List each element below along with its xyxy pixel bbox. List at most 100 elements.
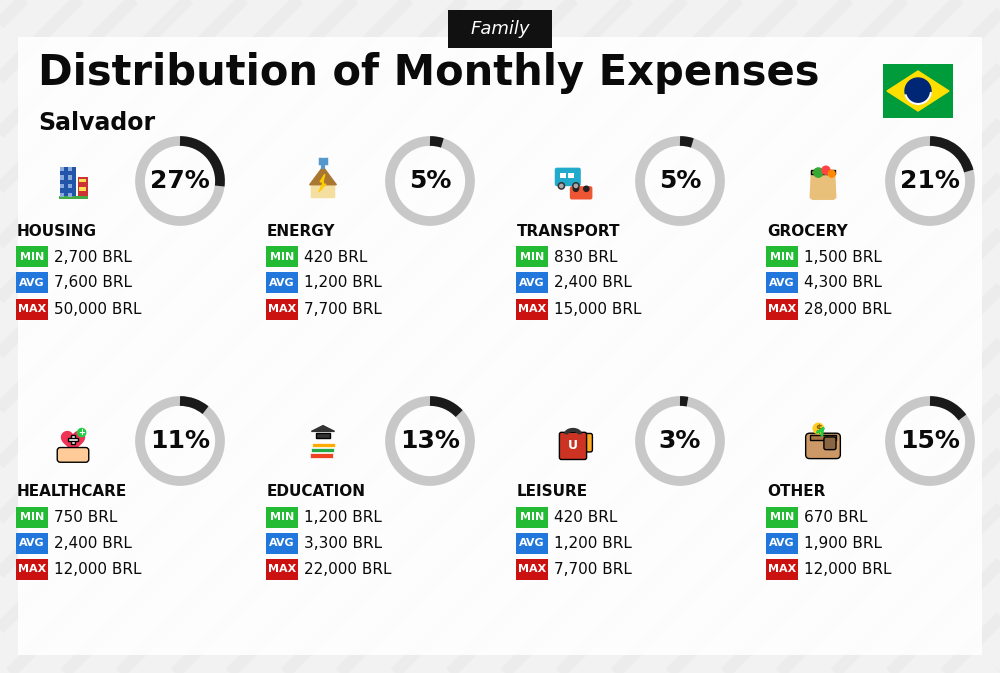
Text: AVG: AVG [769, 278, 795, 288]
Circle shape [828, 170, 835, 177]
FancyBboxPatch shape [60, 193, 64, 197]
FancyBboxPatch shape [16, 299, 48, 320]
FancyBboxPatch shape [316, 433, 330, 438]
FancyBboxPatch shape [18, 37, 982, 655]
Text: 3,300 BRL: 3,300 BRL [304, 536, 382, 551]
Text: LEISURE: LEISURE [517, 483, 588, 499]
Text: 50,000 BRL: 50,000 BRL [54, 302, 142, 316]
FancyBboxPatch shape [570, 186, 592, 199]
Text: 7,700 BRL: 7,700 BRL [304, 302, 382, 316]
FancyBboxPatch shape [555, 168, 581, 186]
Text: U: U [568, 439, 578, 452]
Text: 15%: 15% [900, 429, 960, 453]
Circle shape [573, 186, 579, 191]
FancyBboxPatch shape [16, 507, 48, 528]
FancyBboxPatch shape [312, 443, 335, 447]
Text: MIN: MIN [270, 252, 294, 262]
FancyBboxPatch shape [824, 437, 836, 450]
Text: 4,300 BRL: 4,300 BRL [804, 275, 882, 291]
FancyBboxPatch shape [766, 299, 798, 320]
Text: MAX: MAX [18, 564, 46, 574]
FancyBboxPatch shape [766, 273, 798, 293]
FancyBboxPatch shape [883, 64, 953, 118]
Text: 420 BRL: 420 BRL [304, 250, 367, 264]
FancyBboxPatch shape [568, 173, 574, 178]
Text: 830 BRL: 830 BRL [554, 250, 618, 264]
Text: MIN: MIN [520, 252, 544, 262]
Text: MAX: MAX [518, 304, 546, 314]
FancyBboxPatch shape [58, 197, 88, 199]
Text: 28,000 BRL: 28,000 BRL [804, 302, 892, 316]
FancyBboxPatch shape [60, 184, 64, 188]
Text: +: + [78, 428, 85, 437]
Text: 22,000 BRL: 22,000 BRL [304, 561, 391, 577]
FancyBboxPatch shape [766, 246, 798, 267]
Circle shape [822, 166, 830, 174]
Text: OTHER: OTHER [767, 483, 825, 499]
Text: EDUCATION: EDUCATION [267, 483, 366, 499]
FancyBboxPatch shape [766, 559, 798, 579]
Text: 5%: 5% [409, 169, 451, 193]
FancyBboxPatch shape [516, 246, 548, 267]
Text: $: $ [815, 423, 822, 433]
FancyBboxPatch shape [266, 273, 298, 293]
Text: GROCERY: GROCERY [767, 223, 848, 238]
Text: 420 BRL: 420 BRL [554, 509, 617, 524]
FancyBboxPatch shape [576, 433, 592, 452]
Circle shape [78, 429, 86, 437]
FancyBboxPatch shape [68, 184, 72, 188]
Text: MIN: MIN [20, 252, 44, 262]
Text: MIN: MIN [770, 512, 794, 522]
Polygon shape [887, 71, 949, 111]
Text: MAX: MAX [268, 564, 296, 574]
Polygon shape [311, 425, 335, 431]
Text: MAX: MAX [268, 304, 296, 314]
FancyBboxPatch shape [71, 435, 75, 444]
FancyBboxPatch shape [266, 532, 298, 553]
Circle shape [813, 423, 824, 433]
FancyBboxPatch shape [311, 448, 334, 452]
Text: MAX: MAX [518, 564, 546, 574]
Text: AVG: AVG [269, 278, 295, 288]
Text: ENERGY: ENERGY [267, 223, 336, 238]
Text: 1,200 BRL: 1,200 BRL [304, 275, 382, 291]
FancyBboxPatch shape [16, 273, 48, 293]
Text: 1,200 BRL: 1,200 BRL [304, 509, 382, 524]
Text: MIN: MIN [770, 252, 794, 262]
Text: HOUSING: HOUSING [17, 223, 97, 238]
FancyBboxPatch shape [766, 532, 798, 553]
FancyBboxPatch shape [68, 167, 72, 171]
Text: AVG: AVG [769, 538, 795, 548]
Text: Distribution of Monthly Expenses: Distribution of Monthly Expenses [38, 52, 820, 94]
Circle shape [814, 168, 823, 177]
Polygon shape [310, 167, 336, 185]
FancyBboxPatch shape [806, 433, 840, 458]
Circle shape [574, 184, 578, 188]
Text: 11%: 11% [150, 429, 210, 453]
Text: 7,700 BRL: 7,700 BRL [554, 561, 632, 577]
Text: 5%: 5% [659, 169, 701, 193]
Polygon shape [62, 431, 84, 452]
FancyBboxPatch shape [266, 559, 298, 579]
Circle shape [905, 78, 931, 104]
FancyBboxPatch shape [16, 559, 48, 579]
Text: AVG: AVG [19, 538, 45, 548]
Text: 2,700 BRL: 2,700 BRL [54, 250, 132, 264]
FancyBboxPatch shape [310, 453, 333, 458]
Polygon shape [311, 170, 335, 197]
Text: 670 BRL: 670 BRL [804, 509, 867, 524]
FancyBboxPatch shape [60, 176, 64, 180]
FancyBboxPatch shape [811, 170, 835, 174]
Text: 750 BRL: 750 BRL [54, 509, 117, 524]
Text: 1,900 BRL: 1,900 BRL [804, 536, 882, 551]
FancyBboxPatch shape [60, 167, 64, 171]
FancyBboxPatch shape [516, 273, 548, 293]
Text: HEALTHCARE: HEALTHCARE [17, 483, 127, 499]
FancyBboxPatch shape [16, 246, 48, 267]
FancyBboxPatch shape [559, 432, 587, 460]
Circle shape [573, 182, 579, 189]
Text: AVG: AVG [519, 538, 545, 548]
Text: 2,400 BRL: 2,400 BRL [554, 275, 632, 291]
Text: AVG: AVG [269, 538, 295, 548]
FancyBboxPatch shape [560, 173, 566, 178]
